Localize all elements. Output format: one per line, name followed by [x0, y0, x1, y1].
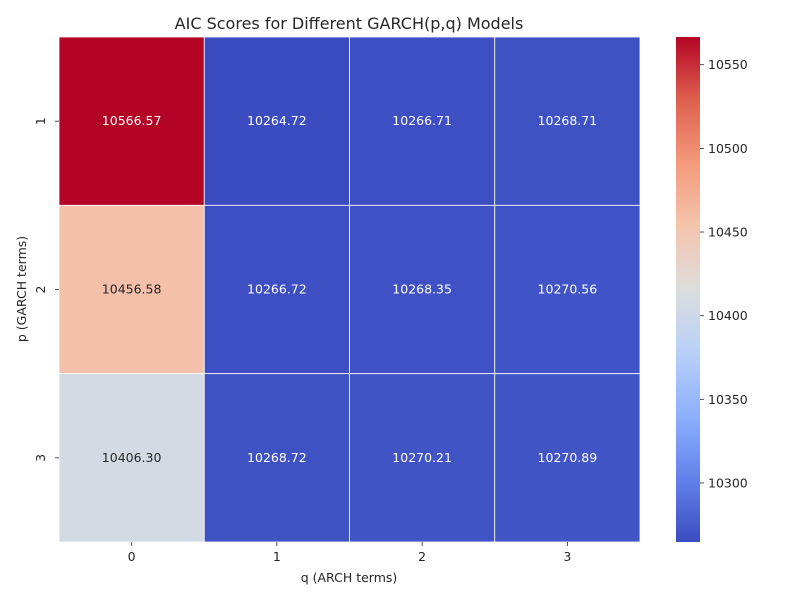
cell-value-label: 10270.21 [392, 450, 452, 465]
cell-value-label: 10270.89 [538, 450, 598, 465]
colorbar: 10300 10350 10400 10450 10500 10550 [676, 37, 748, 542]
cell-value-label: 10264.72 [247, 113, 307, 128]
heatmap-cell [349, 204, 496, 375]
x-axis: 0 1 2 3 [128, 542, 571, 564]
cell-value-label: 10566.57 [102, 113, 162, 128]
colorbar-tick-label: 10500 [708, 141, 748, 156]
cell-value-label: 10268.71 [538, 113, 598, 128]
cell-value-label: 10268.72 [247, 450, 307, 465]
heatmap-cells [58, 36, 641, 543]
heatmap-cell [203, 204, 350, 375]
colorbar-gradient [676, 37, 700, 542]
heatmap-cell [203, 36, 350, 206]
colorbar-tick-label: 10400 [708, 308, 748, 323]
heatmap-cell [349, 36, 496, 206]
heatmap-cell [494, 373, 641, 543]
x-tick-label: 3 [563, 549, 571, 564]
colorbar-tick-label: 10300 [708, 475, 748, 490]
heatmap-cell [58, 204, 205, 375]
y-tick-label: 2 [33, 286, 48, 294]
y-tick-label: 3 [33, 454, 48, 462]
cell-value-label: 10406.30 [102, 450, 162, 465]
y-axis: 1 2 3 [33, 117, 59, 462]
chart-title: AIC Scores for Different GARCH(p,q) Mode… [175, 14, 524, 33]
colorbar-tick-label: 10350 [708, 392, 748, 407]
colorbar-tick-label: 10450 [708, 225, 748, 240]
cell-value-label: 10456.58 [102, 282, 162, 297]
y-axis-label: p (GARCH terms) [14, 236, 29, 342]
heatmap-cell [58, 36, 205, 206]
cell-value-label: 10266.72 [247, 282, 307, 297]
cell-value-label: 10266.71 [392, 113, 452, 128]
heatmap-cell [494, 204, 641, 375]
x-tick-label: 2 [418, 549, 426, 564]
heatmap-cell [203, 373, 350, 543]
x-axis-label: q (ARCH terms) [301, 570, 398, 585]
x-tick-label: 1 [273, 549, 281, 564]
colorbar-tick-label: 10550 [708, 57, 748, 72]
x-tick-label: 0 [128, 549, 136, 564]
cell-value-label: 10270.56 [538, 282, 598, 297]
cell-value-label: 10268.35 [392, 282, 452, 297]
heatmap-cell [494, 36, 641, 206]
y-tick-label: 1 [33, 117, 48, 125]
cell-annotations: 10566.57 10264.72 10266.71 10268.71 10456.58… [102, 113, 597, 465]
